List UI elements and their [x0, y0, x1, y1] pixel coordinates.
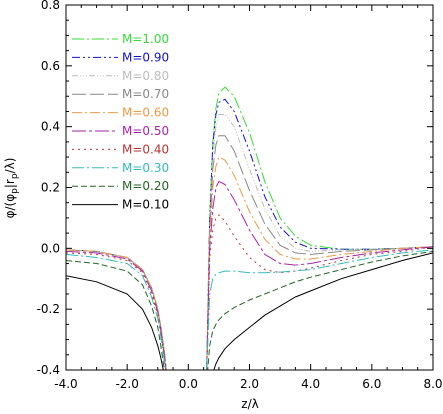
- legend-label: M=0.80: [122, 69, 169, 83]
- legend-label: M=0.20: [122, 179, 169, 193]
- legend-label: M=1.00: [122, 32, 169, 46]
- x-tick-label: -2.0: [115, 377, 138, 391]
- y-axis-label: φ/(φp|rp/λ): [3, 158, 20, 219]
- series-line-m-0-70-right: [206, 135, 433, 370]
- x-tick-label: 6.0: [362, 377, 381, 391]
- x-tick-label: -4.0: [54, 377, 77, 391]
- x-tick-label: 4.0: [301, 377, 320, 391]
- y-label-part: /λ): [3, 158, 17, 174]
- y-tick-label: 0.4: [41, 120, 60, 134]
- series-line-m-0-60-right: [206, 156, 433, 370]
- x-axis-label: z/λ: [241, 397, 258, 411]
- y-tick-label: 0.2: [41, 181, 60, 195]
- x-tick-label: 8.0: [423, 377, 442, 391]
- series-line-m-0-30-left: [66, 253, 166, 370]
- legend-label: M=0.50: [122, 124, 169, 138]
- series-line-m-0-10-left: [66, 275, 164, 370]
- y-tick-label: 0.0: [41, 241, 60, 255]
- series-line-m-0-80-right: [206, 114, 433, 370]
- ticks-layer: -4.0 -2.0 0.0 2.0 4.0 6.0 8.0 -0.4 -0.2 0.0 0.2 0.4…: [37, 0, 443, 391]
- x-tick-label: 0.0: [179, 377, 198, 391]
- legend-label: M=0.10: [122, 198, 169, 212]
- series-line-m-0-20-left: [66, 260, 165, 370]
- y-tick-label: -0.4: [37, 363, 60, 377]
- series-line-m-0-50-right: [206, 180, 433, 370]
- series-line-m-0-60-left: [66, 249, 167, 370]
- series-line-m-0-20-right: [207, 250, 433, 370]
- legend-label: M=0.70: [122, 87, 169, 101]
- legend-label: M=0.40: [122, 142, 169, 156]
- series-line-m-0-10-right: [213, 252, 433, 370]
- series-layer: [66, 86, 433, 370]
- y-tick-label: 0.6: [41, 59, 60, 73]
- legend: M=1.00 M=0.90 M=0.80 M=0.70 M=0.60 M=0.50 M=0.…: [72, 32, 169, 212]
- y-tick-label: 0.8: [41, 0, 60, 12]
- y-label-sub: p: [10, 188, 20, 194]
- y-label-part: φ/(φ: [3, 194, 17, 219]
- series-line-m-0-50-left: [66, 250, 167, 370]
- legend-label: M=0.90: [122, 50, 169, 64]
- y-label-sub: p: [10, 173, 20, 179]
- legend-label: M=0.30: [122, 161, 169, 175]
- x-tick-label: 2.0: [240, 377, 259, 391]
- legend-label: M=0.60: [122, 106, 169, 120]
- y-tick-label: -0.2: [37, 302, 60, 316]
- y-label-part: |r: [3, 179, 17, 188]
